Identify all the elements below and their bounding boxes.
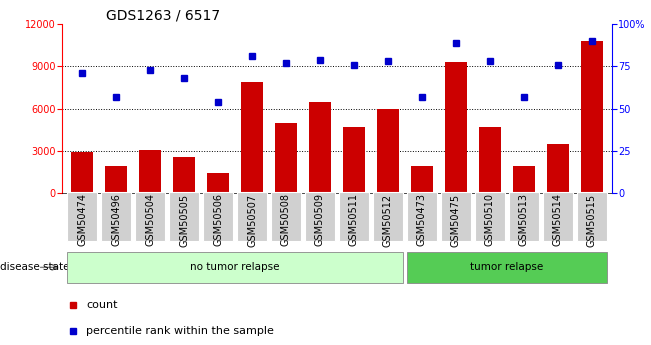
Text: tumor relapse: tumor relapse bbox=[470, 262, 544, 272]
Text: GSM50509: GSM50509 bbox=[315, 194, 325, 246]
Text: GSM50514: GSM50514 bbox=[553, 194, 562, 246]
FancyBboxPatch shape bbox=[508, 192, 538, 241]
Bar bbox=[377, 109, 399, 193]
FancyBboxPatch shape bbox=[339, 192, 369, 241]
FancyBboxPatch shape bbox=[543, 192, 572, 241]
Text: GSM50510: GSM50510 bbox=[485, 194, 495, 246]
Text: percentile rank within the sample: percentile rank within the sample bbox=[87, 326, 274, 336]
Text: GSM50511: GSM50511 bbox=[349, 194, 359, 246]
FancyBboxPatch shape bbox=[441, 192, 471, 241]
Bar bbox=[241, 82, 263, 193]
FancyBboxPatch shape bbox=[67, 192, 97, 241]
FancyBboxPatch shape bbox=[577, 192, 607, 241]
FancyBboxPatch shape bbox=[407, 192, 437, 241]
FancyBboxPatch shape bbox=[305, 192, 335, 241]
Bar bbox=[445, 62, 467, 193]
Text: GSM50512: GSM50512 bbox=[383, 194, 393, 247]
Text: GSM50474: GSM50474 bbox=[77, 194, 87, 246]
Text: count: count bbox=[87, 300, 118, 310]
Text: GSM50513: GSM50513 bbox=[519, 194, 529, 246]
Text: GSM50473: GSM50473 bbox=[417, 194, 427, 246]
Text: GSM50504: GSM50504 bbox=[145, 194, 155, 246]
Text: GSM50507: GSM50507 bbox=[247, 194, 257, 247]
Text: GSM50475: GSM50475 bbox=[450, 194, 461, 247]
Bar bbox=[581, 41, 603, 193]
FancyBboxPatch shape bbox=[237, 192, 267, 241]
FancyBboxPatch shape bbox=[102, 192, 131, 241]
Bar bbox=[207, 174, 229, 193]
Text: no tumor relapse: no tumor relapse bbox=[190, 262, 280, 272]
FancyBboxPatch shape bbox=[271, 192, 301, 241]
Text: GSM50505: GSM50505 bbox=[179, 194, 189, 247]
Text: GSM50515: GSM50515 bbox=[587, 194, 596, 247]
Bar bbox=[105, 166, 127, 193]
Bar bbox=[547, 144, 568, 193]
Text: GSM50496: GSM50496 bbox=[111, 194, 121, 246]
FancyBboxPatch shape bbox=[67, 252, 403, 283]
FancyBboxPatch shape bbox=[407, 252, 607, 283]
Text: GSM50506: GSM50506 bbox=[213, 194, 223, 246]
FancyBboxPatch shape bbox=[373, 192, 403, 241]
Text: disease state: disease state bbox=[0, 263, 70, 272]
Bar bbox=[411, 166, 433, 193]
Text: GDS1263 / 6517: GDS1263 / 6517 bbox=[106, 9, 220, 23]
FancyBboxPatch shape bbox=[169, 192, 199, 241]
Bar bbox=[343, 127, 365, 193]
FancyBboxPatch shape bbox=[203, 192, 233, 241]
Bar bbox=[478, 127, 501, 193]
Bar bbox=[309, 102, 331, 193]
Bar bbox=[173, 157, 195, 193]
FancyBboxPatch shape bbox=[135, 192, 165, 241]
Bar bbox=[71, 152, 93, 193]
Bar bbox=[139, 149, 161, 193]
Bar bbox=[512, 166, 534, 193]
Bar bbox=[275, 123, 297, 193]
FancyBboxPatch shape bbox=[475, 192, 505, 241]
Text: GSM50508: GSM50508 bbox=[281, 194, 291, 246]
